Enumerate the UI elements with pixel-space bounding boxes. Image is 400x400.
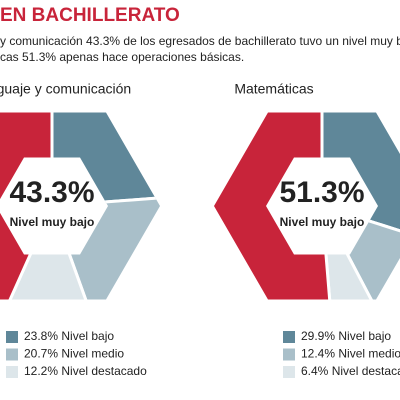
legend-entry: 12.4% Nivel medio [301, 347, 400, 361]
page-title: EN BACHILLERATO [0, 5, 180, 26]
chart-title: nguaje y comunicación [0, 81, 131, 97]
legend-label: Nivel bajo [61, 329, 114, 343]
pie-segment [0, 112, 54, 300]
center-label: Nivel muy bajo [10, 215, 95, 229]
pie-segment [214, 112, 340, 300]
legend-value: 29.9% [301, 329, 335, 343]
pie-segment [320, 205, 400, 300]
pie-segment [318, 203, 400, 300]
legend-swatch [6, 348, 18, 361]
legend-label: Nivel destacado [332, 364, 400, 378]
legend-entry: 12.2% Nivel destacado [24, 364, 147, 378]
legend-value: 6.4% [301, 364, 329, 378]
legend-swatch [283, 348, 295, 361]
legend-entry: 29.9% Nivel bajo [301, 329, 391, 343]
subtitle-line: y comunicación 43.3% de los egresados de… [0, 34, 400, 48]
legend-swatch [6, 331, 18, 343]
center-value: 43.3% [9, 176, 94, 209]
pie-segment [50, 112, 160, 208]
legend-label: Nivel destacado [61, 364, 147, 378]
center-label: Nivel muy bajo [280, 215, 365, 229]
center-value: 51.3% [279, 176, 364, 209]
subtitle-line: cas 51.3% apenas hace operaciones básica… [0, 50, 244, 64]
legend-value: 12.2% [24, 364, 58, 378]
legend-value: 23.8% [24, 329, 58, 343]
chart-title: Matemáticas [234, 81, 313, 97]
legend-swatch [283, 331, 295, 343]
legend-entry: 23.8% Nivel bajo [24, 329, 114, 343]
legend-label: Nivel medio [61, 347, 124, 361]
legend-entry: 6.4% Nivel destacado [301, 364, 400, 378]
legend-value: 12.4% [301, 347, 335, 361]
legend-label: Nivel bajo [338, 329, 391, 343]
legend-label: Nivel medio [338, 347, 400, 361]
legend-value: 20.7% [24, 347, 58, 361]
legend-swatch [6, 366, 18, 378]
legend-swatch [283, 366, 295, 378]
legend-entry: 20.7% Nivel medio [24, 347, 124, 361]
